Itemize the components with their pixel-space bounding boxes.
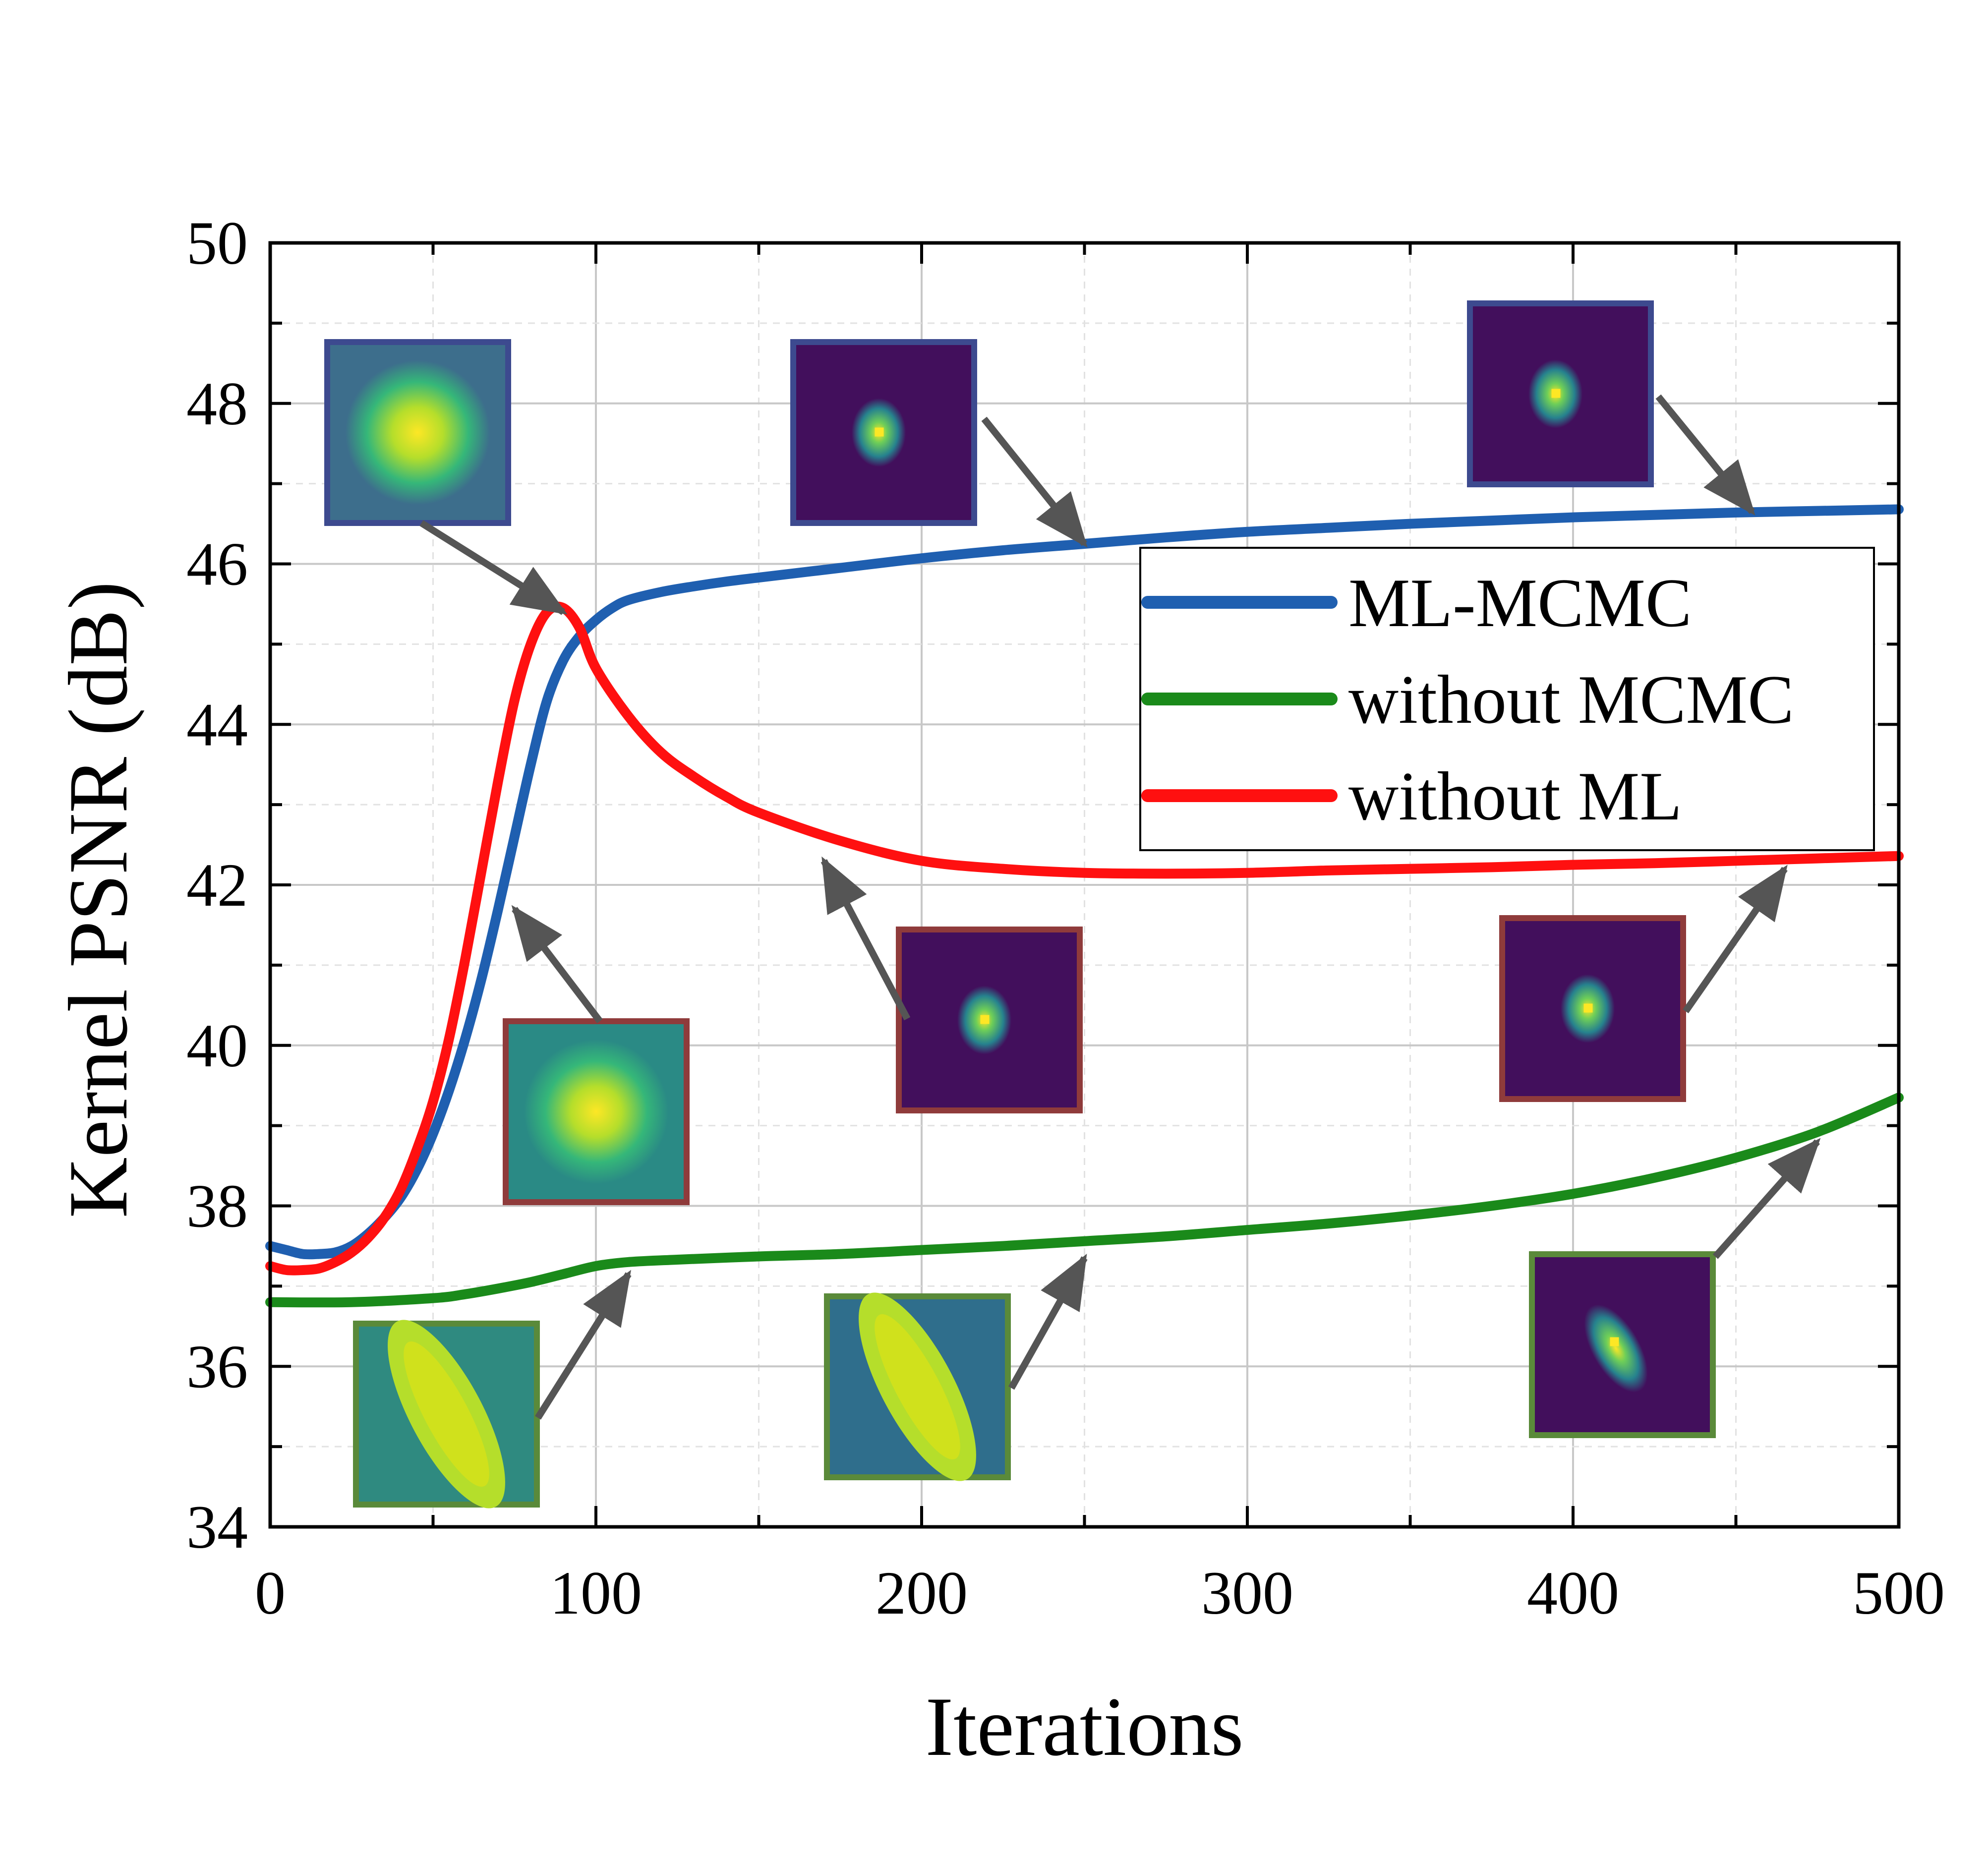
kernel-inset-arrow — [511, 905, 603, 1024]
series-line-without-ml — [265, 601, 1904, 1276]
kernel-inset-arrow — [1683, 865, 1788, 1013]
legend-label-without-mcmc: without MCMC — [1348, 661, 1794, 738]
kernel-blob-peak — [1551, 389, 1561, 398]
y-tick-label: 44 — [186, 691, 248, 758]
kernel-blob-peak — [1610, 1337, 1619, 1346]
x-tick-label: 300 — [1201, 1559, 1293, 1627]
kernel-inset — [790, 339, 977, 526]
y-tick-label: 50 — [186, 209, 248, 277]
kernel-inset-arrow — [981, 416, 1088, 548]
kernel-inset — [353, 1320, 540, 1509]
y-axis-title: Kernel PSNR (dB) — [52, 581, 145, 1218]
kernel-inset-arrow — [1655, 394, 1755, 516]
kernel-inset-arrow — [1712, 1138, 1821, 1259]
y-tick-label: 46 — [186, 530, 248, 598]
kernel-inset — [824, 1292, 1011, 1481]
kernel-blob-core — [404, 1341, 489, 1487]
x-tick-label: 200 — [876, 1559, 968, 1627]
kernel-blob-peak — [875, 427, 884, 437]
kernel-blob-core — [875, 1314, 960, 1459]
kernel-inset — [503, 1018, 690, 1205]
x-tick-label: 100 — [550, 1559, 642, 1627]
x-tick-label: 0 — [255, 1559, 286, 1627]
y-tick-label: 34 — [186, 1493, 248, 1561]
legend: ML-MCMC without MCMC without ML — [1139, 547, 1875, 851]
kernel-inset — [1529, 1251, 1716, 1438]
kernel-insets — [324, 300, 1821, 1509]
y-tick-label: 38 — [186, 1172, 248, 1240]
kernel-blob — [345, 360, 490, 505]
y-tick-label: 36 — [186, 1333, 248, 1400]
legend-label-without-ml: without ML — [1348, 758, 1682, 835]
kernel-blob-peak — [1583, 1003, 1593, 1013]
kernel-inset-arrow — [820, 856, 911, 1021]
kernel-inset-arrow — [419, 520, 568, 615]
axis-ticks — [269, 241, 1900, 1528]
x-tick-label: 400 — [1527, 1559, 1619, 1627]
kernel-inset-arrow — [535, 1270, 632, 1420]
kernel-blob — [524, 1039, 669, 1184]
kernel-inset — [1499, 915, 1686, 1102]
kernel-inset — [324, 339, 511, 526]
kernel-blob — [1584, 1304, 1648, 1393]
kernel-inset-frame — [1529, 1251, 1716, 1438]
kernel-inset-arrow — [1008, 1254, 1088, 1390]
x-axis-title: Iterations — [926, 1680, 1244, 1773]
y-tick-label: 48 — [186, 370, 248, 438]
tick-labels: 0 100 200 300 400 500 34 36 38 40 42 44 46 48 50 — [186, 209, 1945, 1627]
x-tick-label: 500 — [1853, 1559, 1945, 1627]
legend-label-ml-mcmc: ML-MCMC — [1348, 565, 1692, 641]
y-tick-label: 42 — [186, 851, 248, 919]
kernel-inset — [1467, 300, 1654, 487]
y-tick-label: 40 — [186, 1012, 248, 1080]
series-line-without-mcmc — [265, 1092, 1904, 1308]
kernel-blob-peak — [980, 1015, 990, 1024]
series-lines — [265, 504, 1904, 1308]
kernel-inset — [896, 927, 1083, 1113]
